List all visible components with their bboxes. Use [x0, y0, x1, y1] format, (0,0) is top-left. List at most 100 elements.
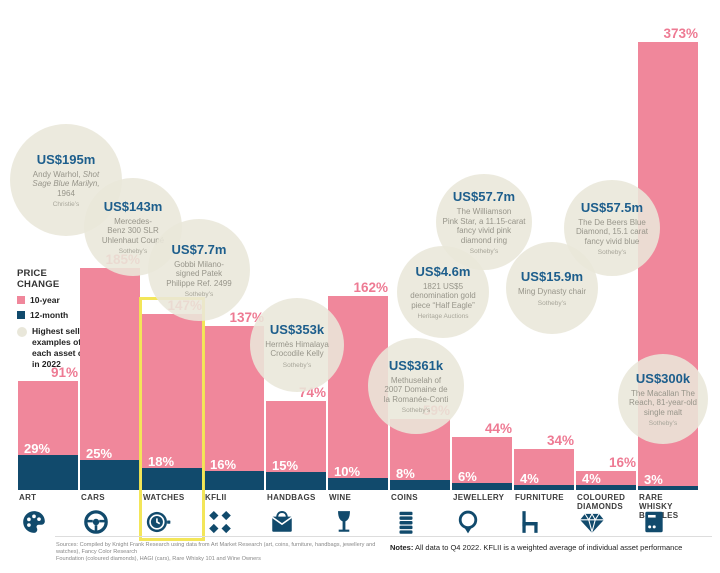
bar-10yr-watches — [142, 313, 202, 490]
bubble-description-segment: denomination gold — [410, 291, 476, 301]
bar-10yr-furniture — [514, 449, 574, 490]
legend-note-line: in 2022 — [32, 359, 61, 369]
value-label-12mo-cars: 25% — [86, 446, 113, 461]
bubble-description-segment: The Williamson — [456, 207, 512, 216]
legend-note-line: each asset class — [32, 348, 100, 358]
bubble-amount: US$300k — [635, 370, 691, 386]
category-label-coins: COINS — [391, 493, 418, 502]
bubble-description-segment: Methuselah of — [390, 375, 442, 385]
bubble-auction-house: Sotheby’s — [184, 291, 214, 299]
bubble-description-segment: Philippe Ref. 2499 — [166, 278, 232, 288]
bubble-amount: US$361k — [388, 357, 444, 373]
bubble-amount: US$57.5m — [580, 199, 644, 215]
bubble-amount: US$15.9m — [520, 269, 584, 285]
bubble-description-segment: 2007 Domaine de — [384, 385, 448, 395]
bubble-description-line: la Romanée-Conti — [384, 395, 448, 405]
bubble-description-segment: single malt — [643, 407, 683, 417]
value-label-12mo-art: 29% — [24, 441, 51, 457]
bar-12mo-furniture — [514, 485, 574, 490]
bubble-description-line: Ming Dynasty chair — [518, 287, 586, 297]
bar-12mo-handbags — [266, 472, 326, 490]
category-label-coloured-diamonds: COLOURED DIAMONDS — [577, 493, 626, 511]
bubble-description-segment: la Romanée-Conti — [383, 394, 449, 404]
bubble-description-segment: Pink Star, a 11.15-carat — [442, 216, 526, 226]
bubble-auction-house: Sotheby’s — [597, 249, 627, 257]
beige-circle-icon — [17, 327, 27, 337]
value-label-12mo-kflii: 16% — [210, 456, 237, 472]
legend: PRICE CHANGE 10-year 12-month Highest se… — [17, 268, 142, 370]
category-label-art: ART — [19, 493, 37, 502]
bar-10yr-cars — [80, 268, 140, 490]
bubble-description-line: The Williamson — [457, 207, 512, 217]
bubble-description-segment: Reach, 81-year-old — [628, 398, 698, 408]
bubble-amount: US$195m — [36, 151, 96, 167]
watch-icon — [145, 509, 171, 535]
bubble-description-segment: The Macallan The — [631, 388, 695, 398]
bubble-description-line: Crocodile Kelly — [270, 349, 323, 359]
notes-text: All data to Q4 2022. KFLII is a weighted… — [413, 543, 683, 552]
bubble-description-segment: piece “Half Eagle” — [411, 300, 475, 310]
data-notes: Notes: All data to Q4 2022. KFLII is a w… — [390, 543, 710, 552]
bubble-description-segment: Ming Dynasty chair — [517, 287, 587, 297]
bubble-description-line: diamond ring — [461, 236, 507, 246]
bubble-amount: US$7.7m — [171, 241, 227, 257]
steering-wheel-icon — [83, 509, 109, 535]
legend-item-10-year: 10-year — [17, 295, 142, 305]
bubble-description-line: Reach, 81-year-old — [629, 398, 697, 408]
value-label-10yr-rare-whisky-bottles: 373% — [663, 26, 698, 42]
bubble-us-195m: US$195m Andy Warhol, Shot Sage Blue Marily… — [10, 124, 122, 236]
bubble-us-300k: US$300k The Macallan The Reach, 81-year-ol… — [618, 354, 708, 444]
bubble-amount: US$353k — [269, 321, 325, 337]
bubble-description-segment: Uhlenhaut Coupé — [101, 235, 165, 245]
category-label-wine: WINE — [329, 493, 352, 502]
bubble-description-line: fancy vivid blue — [585, 237, 640, 247]
bubble-auction-house: Sotheby’s — [401, 407, 431, 415]
bubble-description-line: Sage Blue Marilyn, — [32, 179, 99, 189]
bubble-description-segment: Benz 300 SLR — [107, 226, 159, 236]
value-label-12mo-wine: 10% — [334, 464, 361, 479]
value-label-12mo-coloured-diamonds: 4% — [582, 471, 601, 487]
bar-12mo-rare-whisky-bottles — [638, 486, 698, 490]
bubble-description-line: denomination gold — [410, 291, 475, 301]
category-label-jewellery: JEWELLERY — [453, 493, 505, 502]
whisky-bottle-icon — [641, 509, 667, 535]
coins-icon — [393, 509, 419, 535]
bubble-auction-house: Heritage Auctions — [417, 313, 469, 321]
bubble-auction-house: Sotheby’s — [648, 420, 678, 428]
sources-note: Sources: Compiled by Knight Frank Resear… — [56, 542, 386, 563]
legend-note-line: examples of — [32, 337, 82, 347]
bar-12mo-art — [18, 455, 78, 490]
bubble-description-line: The Macallan The — [631, 389, 695, 399]
bar-12mo-coins — [390, 480, 450, 490]
bubble-us-57-7m: US$57.7m The Williamson Pink Star, a 11.15… — [436, 174, 532, 270]
bubble-description-segment: Gobbi Milano- — [174, 259, 224, 269]
bar-12mo-kflii — [204, 470, 264, 490]
bubble-auction-house: Christie’s — [52, 201, 80, 209]
footer-divider — [55, 536, 712, 537]
legend-title: PRICE CHANGE — [17, 268, 142, 290]
legend-title-line2: CHANGE — [17, 279, 60, 290]
bubble-description-segment: Crocodile Kelly — [270, 349, 324, 358]
watches-highlight-box — [139, 297, 205, 541]
value-label-10yr-jewellery: 44% — [484, 421, 512, 437]
handbag-icon — [269, 509, 295, 535]
bubble-description-line: Andy Warhol, Shot — [33, 170, 99, 180]
value-label-12mo-jewellery: 6% — [458, 468, 477, 484]
diamond-icon — [579, 509, 605, 535]
bubble-description-segment: Hermès Himalaya — [265, 339, 329, 349]
bubble-description-segment: Sage Blue Marilyn, — [32, 179, 100, 189]
bar-12mo-coloured-diamonds — [576, 485, 636, 490]
bubble-description-line: 2007 Domaine de — [384, 385, 447, 395]
pink-swatch-icon — [17, 296, 25, 304]
bubble-description-line: Benz 300 SLR — [107, 226, 159, 236]
legend-note-text: Highest selling examples of each asset c… — [32, 326, 99, 370]
bubble-description-segment: The De Beers Blue — [578, 217, 646, 227]
bubble-us-7-7m: US$7.7m Gobbi Milano-signed Patek Philippe… — [148, 219, 250, 321]
bubble-description-line: Uhlenhaut Coupé — [102, 236, 164, 246]
bubble-auction-house: Sotheby’s — [469, 248, 499, 255]
bar-12mo-jewellery — [452, 482, 512, 490]
category-label-watches: WATCHES — [143, 493, 185, 502]
bubble-description-segment: diamond ring — [460, 235, 508, 245]
bubble-description-line: Diamond, 15.1 carat — [576, 227, 648, 237]
